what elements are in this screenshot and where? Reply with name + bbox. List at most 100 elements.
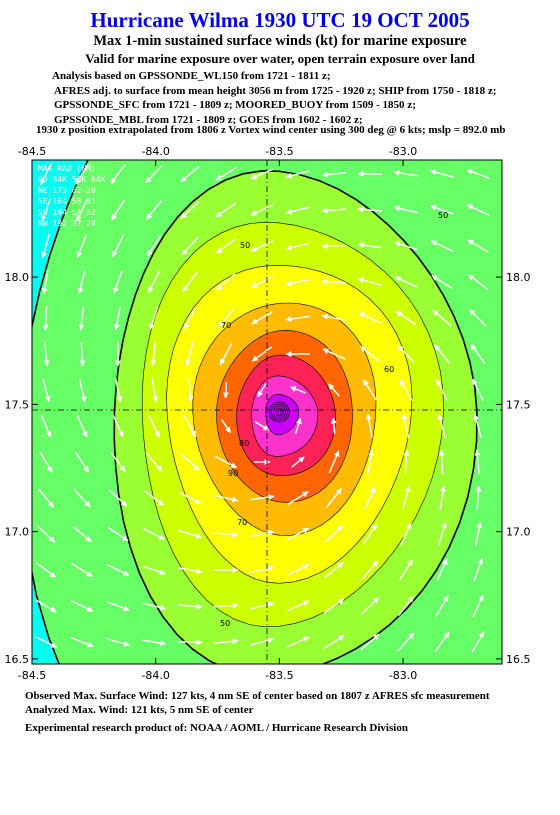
wind-vector [183, 415, 197, 438]
wind-vector [474, 449, 481, 475]
wind-vector [434, 631, 450, 653]
wind-vector [250, 601, 275, 610]
wind-vector [76, 234, 88, 258]
wind-vector [151, 378, 159, 403]
wind-vector [435, 378, 449, 402]
wind-vector [40, 198, 52, 222]
legend-row: SE 164 58 31 [38, 197, 96, 206]
wind-vector [357, 170, 383, 177]
wind-vector [73, 488, 91, 508]
wind-vector [110, 163, 126, 185]
wind-vector [72, 525, 92, 543]
wind-vector [436, 558, 448, 582]
wind-vector [466, 168, 490, 179]
wind-vector [324, 562, 344, 578]
chart-subtitle: Max 1-min sustained surface winds (kt) f… [93, 33, 467, 49]
wind-vector [328, 383, 340, 397]
y-tick-label-left: 16.5 [5, 653, 30, 666]
wind-vector [148, 414, 160, 438]
wind-vector [180, 165, 200, 183]
wind-vector [70, 636, 94, 648]
wind-vector [142, 565, 166, 575]
wind-vector [76, 414, 88, 438]
wind-vector [146, 235, 162, 257]
position-note: 1930 z position extrapolated from 1806 z… [36, 124, 506, 136]
wind-vector [357, 206, 383, 213]
contour-label: 60 [384, 365, 394, 374]
wind-vector [251, 311, 273, 325]
contour-label: 50 [220, 619, 230, 628]
y-tick-label-right: 16.5 [506, 653, 531, 666]
wind-vector [250, 494, 275, 501]
wind-vector [215, 167, 237, 181]
wind-vector [289, 386, 306, 394]
wind-vector [285, 315, 311, 322]
wind-vector [213, 602, 239, 609]
wind-vector [215, 455, 238, 469]
wind-vector [321, 278, 347, 285]
wind-vector [321, 207, 347, 214]
wind-vector [143, 490, 165, 506]
wind-vector [214, 494, 239, 503]
wind-vector [435, 595, 449, 617]
wind-vector [367, 449, 375, 474]
wind-vector [360, 633, 380, 651]
wind-vector [251, 346, 273, 362]
wind-vector [106, 637, 131, 647]
wind-vector [113, 306, 122, 331]
legend-row: SW 194 54 32 [38, 208, 96, 217]
wind-vector [142, 602, 167, 611]
wind-vector [294, 417, 302, 434]
wind-vector [285, 242, 310, 251]
wind-vector [36, 525, 56, 543]
analysis-sources: Analysis based on GPSSONDE_WL150 from 17… [52, 69, 496, 127]
wind-vector [250, 275, 274, 289]
radii-legend: MAX RAD (NM) QD 34K 50K 64K NE 173 62 28… [38, 164, 106, 228]
wind-vector [35, 562, 57, 578]
validity-note: Valid for marine exposure over water, op… [85, 51, 475, 66]
wind-vector [108, 489, 128, 507]
y-tick-label-left: 17.0 [5, 526, 30, 539]
wind-vector [398, 559, 414, 581]
x-tick-label-top: -84.0 [141, 145, 169, 158]
wind-vector [324, 525, 344, 543]
wind-vector [393, 205, 418, 214]
x-tick-label-bottom: -84.0 [141, 669, 169, 680]
wind-vector [178, 603, 203, 610]
analysis-line: GPSSONDE_MBL from 1721 - 1809 z; GOES fr… [54, 113, 363, 126]
wind-vector [475, 485, 482, 511]
wind-vector [110, 199, 126, 221]
wind-vector [39, 451, 53, 473]
wind-vector [74, 451, 90, 473]
x-tick-label-top: -83.5 [265, 145, 293, 158]
wind-vector [181, 236, 199, 256]
wind-vector [287, 527, 310, 541]
wind-vector [323, 634, 345, 650]
eye-ring [272, 405, 286, 419]
wind-vector [183, 306, 197, 330]
x-tick-label-bottom: -83.5 [265, 669, 293, 680]
wind-vector [438, 449, 445, 475]
y-tick-label-left: 17.5 [5, 398, 30, 411]
wind-vector [216, 273, 236, 291]
wind-vector [213, 531, 239, 538]
wind-vector [321, 313, 346, 322]
wind-vector [41, 234, 51, 259]
wind-vector [40, 414, 52, 438]
y-tick-label-right: 17.5 [506, 398, 531, 411]
wind-vector [432, 309, 452, 327]
wind-vector [111, 234, 125, 258]
wind-vector [78, 306, 85, 331]
y-tick-label-right: 17.0 [506, 526, 531, 539]
wind-vector [473, 413, 482, 438]
wind-vector [112, 270, 123, 294]
wind-vector [357, 277, 382, 286]
wind-vector [107, 526, 129, 542]
wind-vector [150, 342, 157, 367]
wind-vector [469, 308, 487, 328]
wind-vector [362, 523, 378, 545]
wind-vector [403, 449, 410, 475]
wind-field-map: 50 50 50 60 70 70 80 90 -84.5 -84.5 -84.0 -84.0 -83… [5, 145, 531, 680]
y-tick-label-right: 18.0 [506, 271, 531, 284]
wind-vector [182, 271, 198, 293]
